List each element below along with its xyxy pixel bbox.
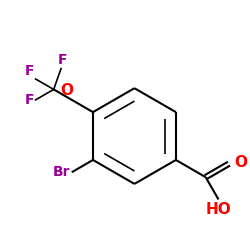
Text: F: F xyxy=(25,93,34,107)
Text: F: F xyxy=(25,64,34,78)
Text: O: O xyxy=(234,155,248,170)
Text: Br: Br xyxy=(52,165,70,179)
Text: O: O xyxy=(61,83,74,98)
Text: HO: HO xyxy=(206,202,232,218)
Text: F: F xyxy=(58,52,67,66)
